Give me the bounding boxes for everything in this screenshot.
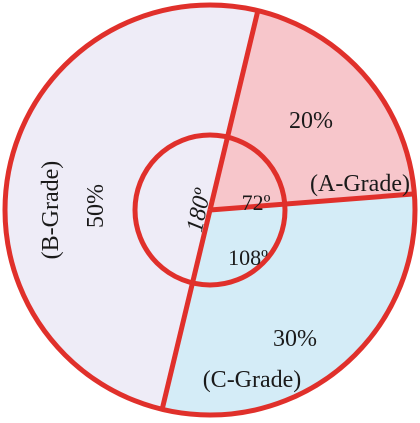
slice-a-category-label: (A-Grade)	[310, 171, 410, 197]
slice-b-category-label: (B-Grade)	[38, 161, 64, 260]
slice-divider-line	[159, 209, 213, 410]
pie-slice-b-grade	[4, 4, 258, 410]
pie-slice-c-grade	[162, 193, 416, 416]
inner-angle-circle	[132, 132, 288, 288]
slice-a-percent-label: 20%	[289, 108, 333, 134]
slice-divider-line	[209, 191, 415, 213]
slice-b-percent-label: 50%	[83, 184, 109, 228]
pie-slice-a-grade	[210, 10, 415, 210]
outer-circle-outline	[2, 2, 418, 418]
slice-c-category-label: (C-Grade)	[203, 367, 302, 393]
slice-c-angle-label: 108º	[228, 245, 268, 270]
slices-layer	[4, 4, 416, 416]
slice-divider-line	[207, 10, 261, 211]
outline-layer	[2, 2, 418, 418]
divider-layer	[159, 10, 415, 410]
slice-a-angle-label: 72º	[242, 190, 271, 215]
slice-c-percent-label: 30%	[273, 326, 317, 352]
